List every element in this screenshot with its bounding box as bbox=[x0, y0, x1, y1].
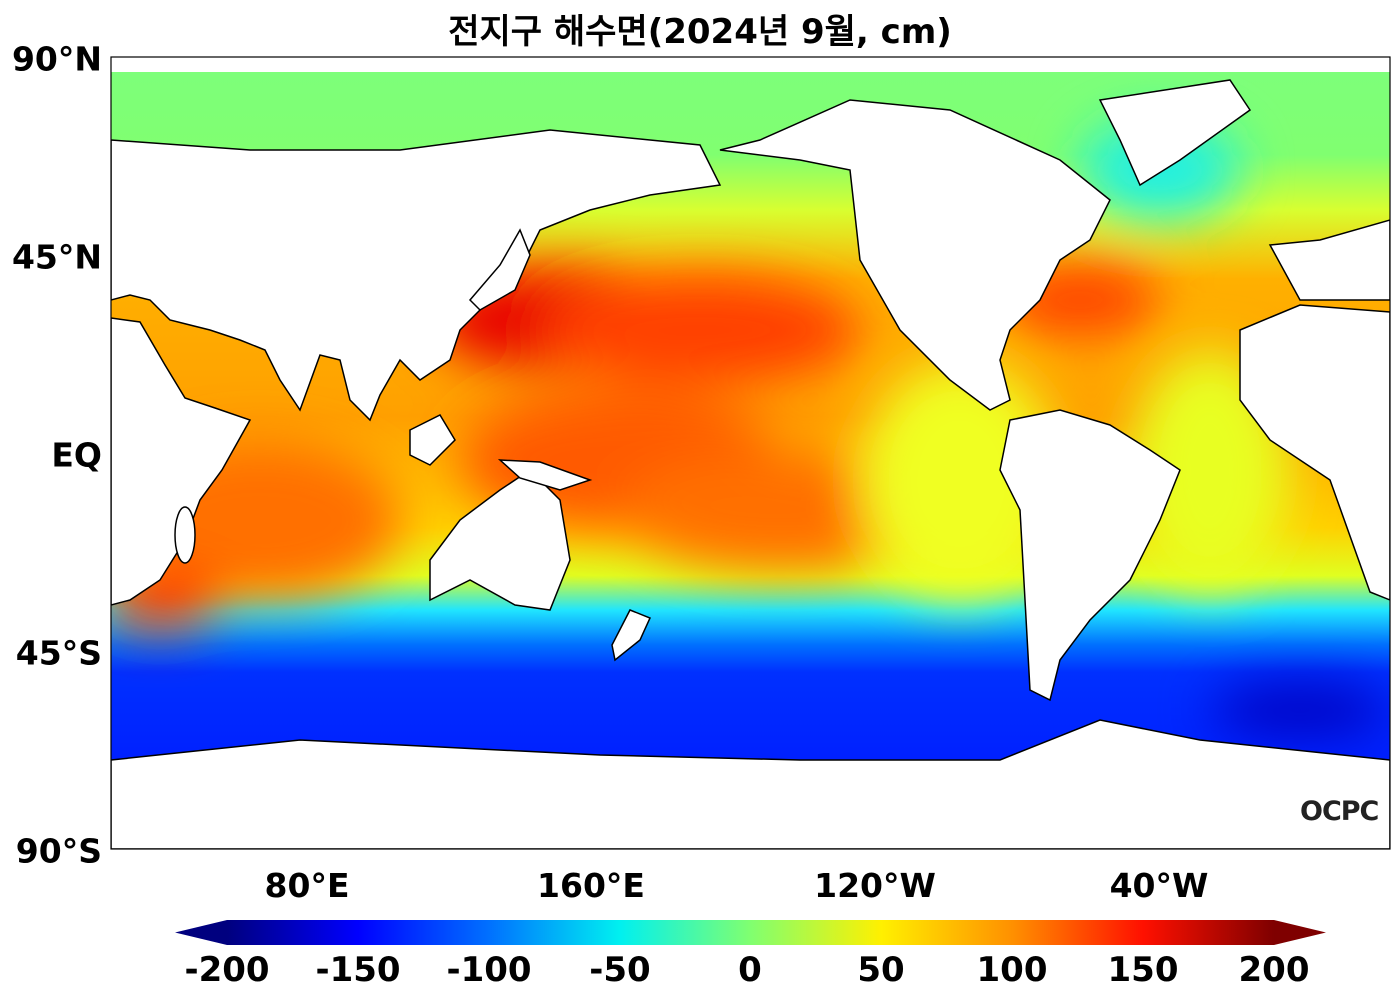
southern-ocean-low bbox=[1210, 685, 1390, 735]
colorbar-tick: -100 bbox=[446, 950, 532, 990]
map-frame bbox=[110, 56, 1391, 850]
y-label-eq: EQ bbox=[51, 435, 102, 475]
y-label-45s: 45°S bbox=[15, 633, 102, 673]
land-eurasia bbox=[111, 129, 722, 422]
land-north-america bbox=[719, 99, 1111, 411]
colorbar-gradient bbox=[227, 920, 1274, 945]
map-title: 전지구 해수면(2024년 9월, cm) bbox=[448, 12, 952, 52]
land-borneo bbox=[409, 414, 456, 466]
colorbar-tick: -150 bbox=[315, 950, 401, 990]
colorbar-tick: 100 bbox=[976, 950, 1048, 990]
colorbar-tick: -200 bbox=[184, 950, 270, 990]
x-label-40w: 40°W bbox=[1109, 866, 1209, 905]
arctic-no-data bbox=[111, 57, 1390, 72]
land-europe-west bbox=[1268, 219, 1390, 301]
land-africa bbox=[111, 317, 252, 606]
colorbar-extend-min bbox=[175, 920, 227, 945]
land-new-zealand bbox=[611, 609, 652, 662]
colorbar-tick: 0 bbox=[738, 950, 762, 990]
x-label-120w: 120°W bbox=[814, 866, 936, 905]
y-label-90s: 90°S bbox=[15, 831, 102, 871]
land-antarctica bbox=[111, 719, 1390, 849]
colorbar bbox=[175, 920, 1326, 945]
colorbar-tick: 50 bbox=[857, 950, 905, 990]
colorbar-extend-max bbox=[1274, 920, 1326, 945]
north-pacific-high bbox=[540, 275, 860, 385]
y-label-90n: 90°N bbox=[11, 39, 102, 79]
land-south-america bbox=[999, 409, 1181, 702]
colorbar-tick: -50 bbox=[589, 950, 651, 990]
x-label-80e: 80°E bbox=[264, 866, 350, 905]
land-madagascar bbox=[174, 506, 196, 564]
land-africa-west bbox=[1239, 304, 1390, 601]
ocpc-logo: OCPC bbox=[1300, 796, 1379, 827]
land-new-guinea bbox=[497, 459, 593, 491]
y-label-45n: 45°N bbox=[11, 237, 102, 277]
land-japan bbox=[468, 228, 531, 311]
x-label-160e: 160°E bbox=[537, 866, 645, 905]
land-australia bbox=[429, 469, 571, 611]
land-greenland bbox=[1098, 79, 1252, 187]
coastlines bbox=[111, 57, 1390, 849]
colorbar-tick: 150 bbox=[1107, 950, 1179, 990]
colorbar-tick: 200 bbox=[1238, 950, 1310, 990]
